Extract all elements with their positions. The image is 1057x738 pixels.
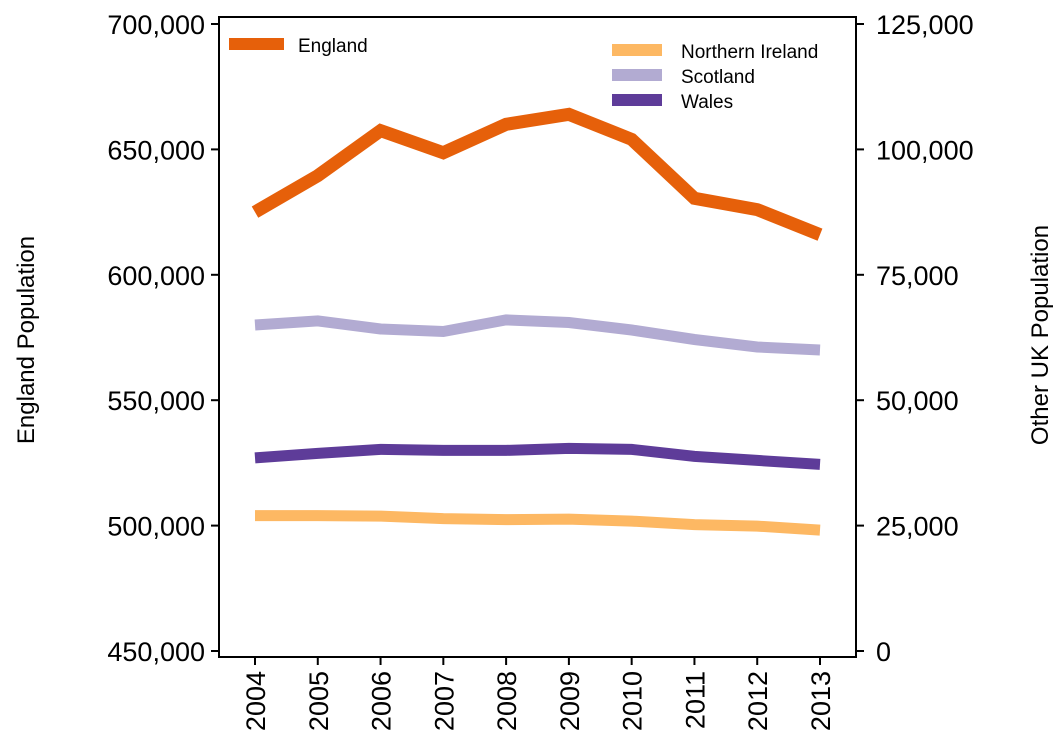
left-y-tick-label: 700,000 [107,10,205,40]
left-y-tick-label: 450,000 [107,637,205,667]
series-line-wales [254,442,821,470]
right-axis-title: Other UK Population [1027,225,1054,445]
x-tick-label: 2012 [743,671,773,731]
left-y-tick-label: 650,000 [107,135,205,165]
right-y-tick-label: 50,000 [876,386,959,416]
series-line-northern-ireland [255,510,821,536]
right-y-tick-label: 25,000 [876,512,959,542]
series-layer [251,107,823,536]
x-tick-label: 2010 [618,671,648,731]
right-y-tick-label: 125,000 [876,10,974,40]
series-line-scotland [254,314,821,356]
x-tick-label: 2013 [806,671,836,731]
left-y-axis: 450,000 500,000 550,000 600,000 650,000 700,0… [107,10,219,667]
right-y-tick-label: 75,000 [876,261,959,291]
x-tick-label: 2009 [555,671,585,731]
legend-label-wales: Wales [681,92,733,113]
left-y-tick-label: 550,000 [107,386,205,416]
right-y-axis: 0 25,000 50,000 75,000 100,000 125,000 [856,10,974,667]
x-axis: 2004 2005 2006 2007 2008 2009 2010 2011 2012 2013 [241,657,836,731]
legend-label-england: England [298,36,368,57]
series-line-england [251,107,823,241]
x-tick-label: 2008 [492,671,522,731]
legend-label-scotland: Scotland [681,67,755,88]
left-y-tick-label: 500,000 [107,512,205,542]
right-y-tick-label: 100,000 [876,135,974,165]
x-tick-label: 2011 [680,671,710,729]
legend: England Northern Ireland Scotland Wales [229,36,818,113]
left-axis-title: England Population [13,236,40,444]
x-tick-label: 2004 [241,671,271,731]
x-tick-label: 2005 [304,671,334,731]
x-tick-label: 2006 [367,671,397,731]
right-y-tick-label: 0 [876,637,891,667]
x-tick-label: 2007 [429,671,459,731]
legend-label-northern-ireland: Northern Ireland [681,42,818,63]
left-y-tick-label: 600,000 [107,261,205,291]
plot-frame [218,16,857,658]
